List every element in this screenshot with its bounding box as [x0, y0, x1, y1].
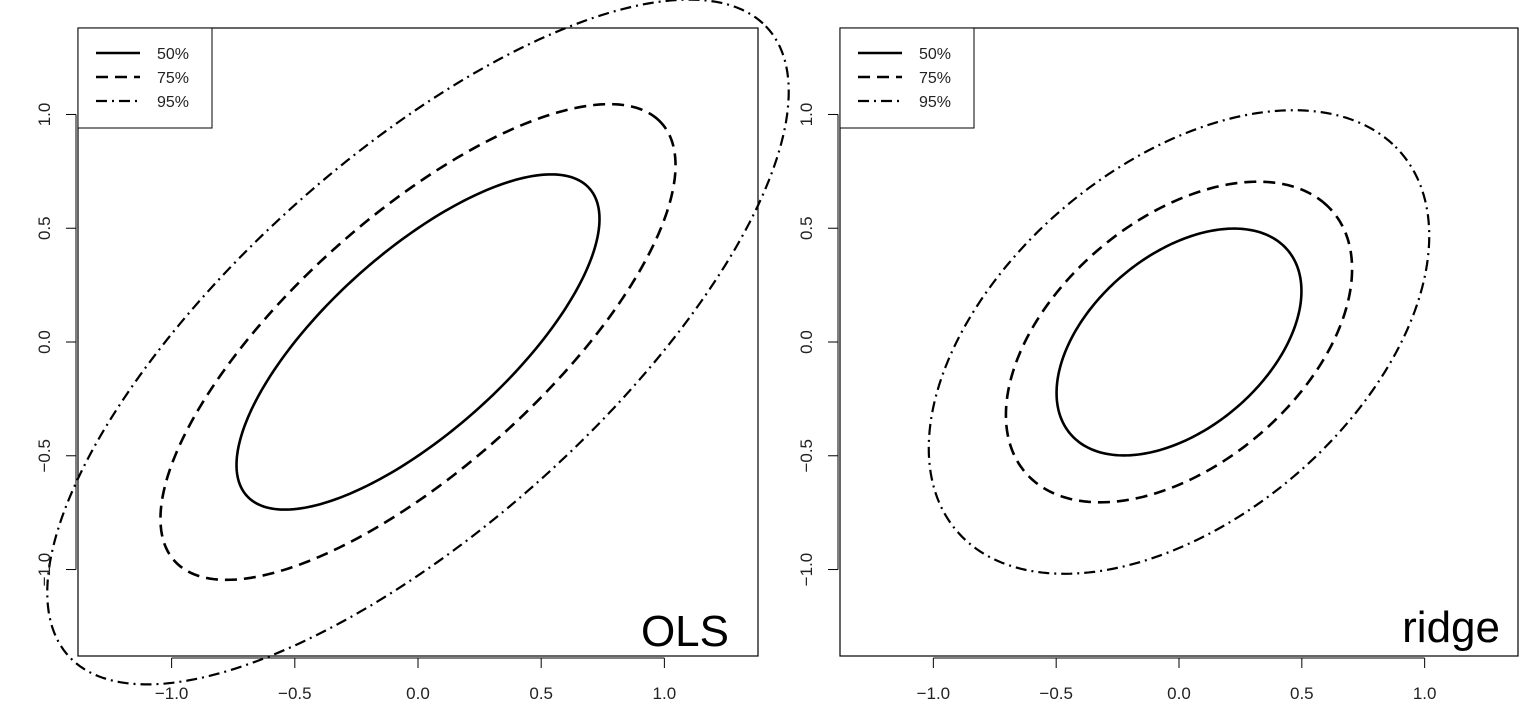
ridge-y-tick-label: −1.0	[797, 553, 816, 587]
ridge-y-tick-label: −0.5	[797, 439, 816, 473]
ols-y-tick-label: 0.0	[35, 330, 54, 354]
ols-x-tick-label: −1.0	[155, 684, 189, 703]
ols-x-tick-label: −0.5	[278, 684, 312, 703]
ridge-legend-label: 95%	[919, 94, 951, 111]
ols-y-tick-label: −1.0	[35, 553, 54, 587]
ols-x-tick-label: 0.5	[529, 684, 553, 703]
ridge-x-tick-label: −1.0	[917, 684, 951, 703]
ridge-plot-frame	[839, 27, 1519, 657]
ridge-legend-label: 75%	[919, 70, 951, 87]
ridge-x-axis: −1.0 −0.5 0.0 0.5 1.0	[917, 657, 1437, 703]
ridge-y-tick-label: 0.5	[797, 216, 816, 240]
ridge-y-axis: −1.0 −0.5 0.0 0.5 1.0	[797, 103, 839, 587]
ols-y-tick-label: −0.5	[35, 439, 54, 473]
ridge-y-tick-label: 0.0	[797, 330, 816, 354]
ols-x-tick-label: 0.0	[406, 684, 430, 703]
ols-contour-75-pct	[159, 102, 677, 582]
ridge-x-tick-label: −0.5	[1039, 684, 1073, 703]
ridge-panel-label: ridge	[1402, 603, 1500, 652]
ridge-x-tick-label: 0.5	[1290, 684, 1314, 703]
ols-plot-frame	[77, 27, 759, 657]
ols-legend-label: 95%	[157, 94, 189, 111]
ridge-panel: −1.0 −0.5 0.0 0.5 1.0 −1.0 −0.5 0.0 0.5 1.0 50% 7…	[797, 27, 1519, 703]
ols-legend-label: 75%	[157, 70, 189, 87]
ols-panel: −1.0 −0.5 0.0 0.5 1.0 −1.0 −0.5 0.0 0.5 1.0 50% 7…	[35, 0, 790, 703]
ridge-x-tick-label: 1.0	[1413, 684, 1437, 703]
ridge-contour-95-pct	[927, 109, 1431, 575]
ridge-legend: 50% 75% 95%	[839, 27, 975, 129]
ridge-x-tick-label: 0.0	[1167, 684, 1191, 703]
ridge-y-tick-label: 1.0	[797, 103, 816, 127]
ols-y-tick-label: 1.0	[35, 103, 54, 127]
ols-panel-label: OLS	[641, 607, 729, 656]
ridge-contours	[927, 109, 1431, 575]
ols-contour-50-pct	[235, 173, 601, 511]
ridge-legend-label: 50%	[919, 46, 951, 63]
ols-legend: 50% 75% 95%	[77, 27, 213, 129]
ols-legend-label: 50%	[157, 46, 189, 63]
ols-y-axis: −1.0 −0.5 0.0 0.5 1.0	[35, 103, 77, 587]
ridge-contour-75-pct	[1004, 180, 1354, 504]
ridge-legend-box	[839, 27, 975, 129]
ols-x-axis: −1.0 −0.5 0.0 0.5 1.0	[155, 657, 677, 703]
ols-contours	[46, 0, 790, 686]
ridge-contour-50-pct	[1055, 227, 1303, 457]
ols-x-tick-label: 1.0	[653, 684, 677, 703]
ols-y-tick-label: 0.5	[35, 216, 54, 240]
